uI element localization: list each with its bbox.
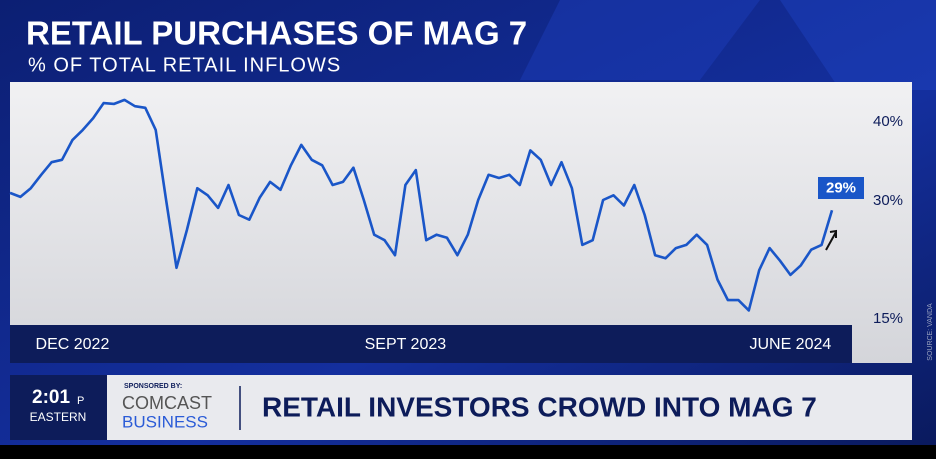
sponsor-label: SPONSORED BY: (124, 383, 182, 390)
annotation-box (818, 177, 864, 199)
headline: RETAIL INVESTORS CROWD INTO MAG 7 (262, 391, 817, 422)
deco (780, 0, 936, 90)
x-tick-label: JUNE 2024 (749, 336, 831, 353)
zone: EASTERN (30, 410, 87, 424)
deco (520, 0, 760, 80)
x-tick-label: SEPT 2023 (365, 336, 447, 353)
line (9, 98, 834, 312)
plot: 15% 30% 40% DEC 2022 SEPT 2023 JUNE 2024 29% (9, 98, 903, 353)
arrow (825, 229, 837, 251)
meridiem: P (77, 395, 84, 407)
y-tick-label: 15% (873, 310, 903, 327)
clock-box (10, 375, 107, 440)
y-tick-label: 30% (873, 192, 903, 209)
time: 2:01 (32, 387, 70, 408)
subtitle: % OF TOTAL RETAIL INFLOWS (28, 54, 341, 76)
title: RETAIL PURCHASES OF MAG 7 (26, 15, 527, 52)
source: SOURCE: VANDA (927, 303, 934, 361)
x-tick-label: DEC 2022 (36, 336, 110, 353)
sponsor: BUSINESS (122, 412, 208, 431)
sponsor: COMCAST (122, 393, 212, 413)
y-tick-label: 40% (873, 113, 903, 130)
chart-panel (10, 82, 912, 363)
x-axis-bar (10, 325, 852, 363)
annotation: 29% (826, 179, 856, 196)
headline-box (107, 375, 912, 440)
